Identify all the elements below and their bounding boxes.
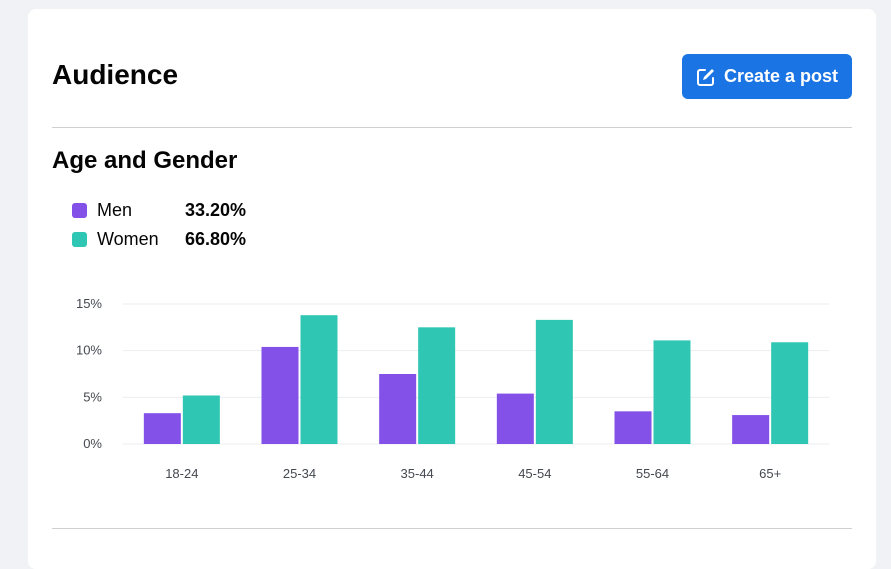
bar-men-18-24[interactable] — [143, 413, 181, 444]
x-tick-label: 18-24 — [165, 466, 198, 481]
x-tick-label: 45-54 — [518, 466, 551, 481]
bar-women-18-24[interactable] — [182, 395, 220, 444]
legend-item-women: Women 66.80% — [72, 225, 246, 254]
header-divider — [52, 127, 852, 128]
bar-men-65+[interactable] — [732, 415, 770, 444]
x-tick-label: 55-64 — [636, 466, 669, 481]
bar-men-35-44[interactable] — [379, 374, 417, 444]
bar-men-55-64[interactable] — [614, 411, 652, 444]
page-title: Audience — [52, 59, 179, 90]
bar-women-35-44[interactable] — [418, 327, 456, 444]
legend-value: 33.20% — [185, 200, 247, 220]
legend-swatch-women — [72, 232, 87, 247]
bar-women-55-64[interactable] — [653, 340, 691, 444]
create-post-button[interactable]: Create a post — [682, 54, 852, 99]
legend-name: Women — [97, 229, 159, 249]
y-tick-label: 0% — [83, 436, 102, 451]
age-gender-bar-chart: 0% 5% 10% 15% 18-24 25-34 35-44 45-54 55-64 65+ — [76, 296, 829, 481]
x-tick-label: 25-34 — [283, 466, 316, 481]
bar-men-25-34[interactable] — [261, 346, 299, 444]
bar-women-25-34[interactable] — [300, 315, 338, 444]
audience-card: Audience Create a post Age and Gender Me… — [28, 9, 876, 569]
y-tick-label: 5% — [83, 389, 102, 404]
y-tick-label: 10% — [76, 343, 102, 358]
legend-name: Men — [97, 200, 133, 220]
bar-women-65+[interactable] — [771, 342, 809, 444]
legend: Men 33.20% Women 66.80% — [72, 196, 246, 254]
section-title: Age and Gender — [52, 147, 238, 174]
legend-value: 66.80% — [185, 229, 247, 249]
x-tick-label: 35-44 — [401, 466, 434, 481]
footer-divider — [52, 528, 852, 529]
y-tick-label: 15% — [76, 296, 102, 311]
create-post-label: Create a post — [723, 66, 839, 86]
legend-item-men: Men 33.20% — [72, 196, 246, 225]
x-tick-label: 65+ — [759, 466, 781, 481]
edit-icon — [696, 67, 716, 87]
bar-women-45-54[interactable] — [535, 319, 573, 444]
bar-men-45-54[interactable] — [496, 393, 534, 444]
legend-swatch-men — [72, 203, 87, 218]
